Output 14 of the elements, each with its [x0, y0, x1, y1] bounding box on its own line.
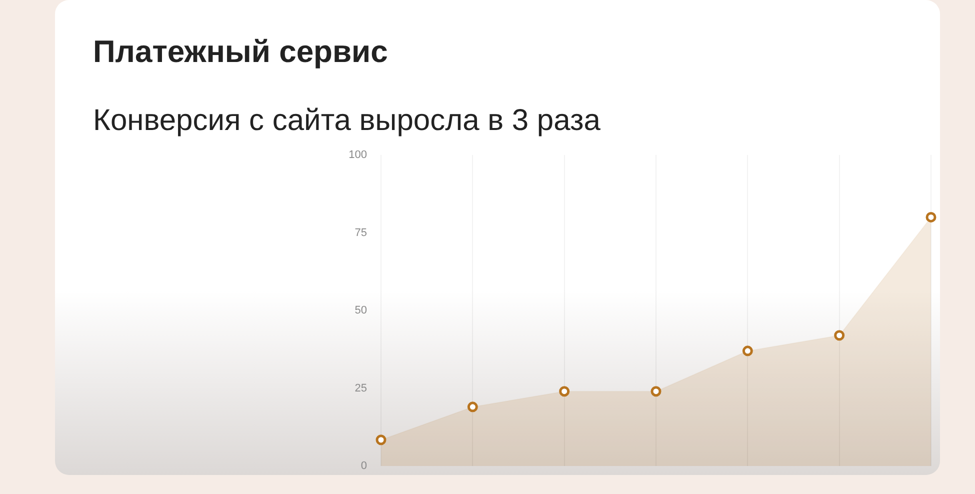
y-tick-label: 50 [354, 304, 367, 317]
point [467, 402, 478, 412]
chart-title: Платежный сервис [93, 34, 388, 70]
point [834, 330, 845, 341]
y-tick-label: 25 [354, 382, 367, 394]
y-tick-label: 0 [360, 460, 367, 472]
y-tick-label: 75 [354, 226, 367, 239]
chart-subtitle: Конверсия с сайта выросла в 3 раза [93, 104, 600, 138]
point [376, 434, 386, 446]
y-tick-label: 100 [348, 149, 367, 162]
point [926, 212, 936, 222]
point [650, 386, 662, 397]
point [742, 346, 753, 356]
point [559, 386, 570, 397]
